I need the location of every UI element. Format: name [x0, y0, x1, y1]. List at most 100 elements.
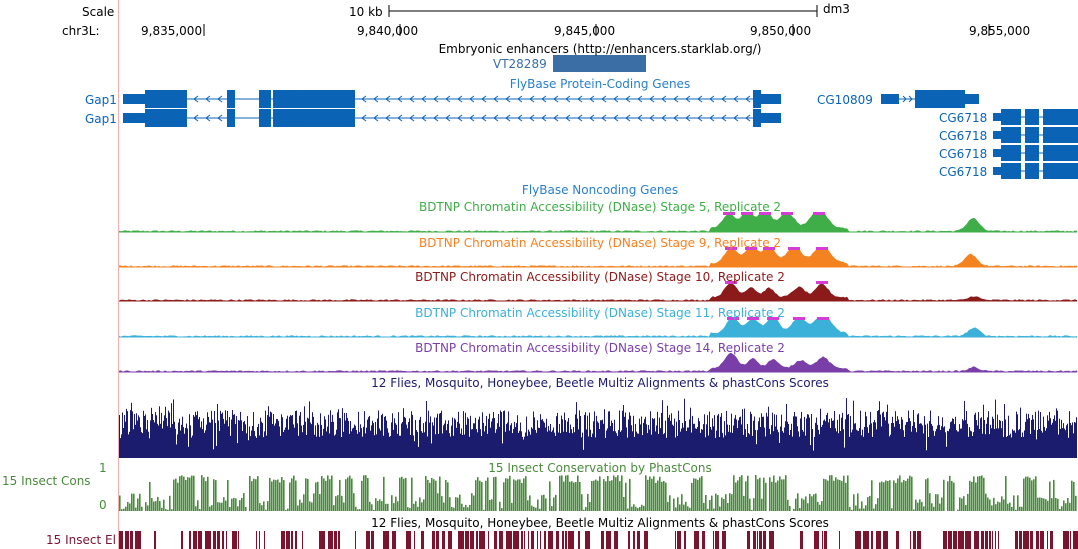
gene-label-cg6718[interactable]: CG6718	[939, 147, 988, 161]
gene-exon	[1001, 145, 1021, 161]
gene-strand-chevron	[385, 95, 391, 103]
multiz-score-bar	[829, 418, 830, 458]
gene-label-cg6718[interactable]: CG6718	[939, 111, 988, 125]
multiz-score-bar	[292, 415, 293, 458]
multiz-score-bar	[212, 419, 213, 458]
phastcons-score-bar	[615, 477, 617, 511]
conserved-element	[521, 531, 523, 549]
gene-exon	[1025, 109, 1039, 125]
phastcons-score-bar	[393, 503, 395, 511]
phastcons-score-bar	[307, 478, 309, 511]
phastcons-score-bar	[1033, 479, 1035, 511]
multiz-score-bar	[247, 416, 248, 458]
phastcons-score-bar	[311, 502, 313, 511]
track-area[interactable]: 10 kb dm3 9,835,000 9,840,000 9,845,000 …	[118, 0, 1078, 549]
multiz-score-bar	[198, 419, 199, 458]
multiz-score-bar	[1060, 428, 1061, 458]
multiz-score-bar	[803, 431, 804, 458]
phastcons-score-bar	[999, 502, 1001, 511]
multiz-score-bar	[236, 416, 237, 458]
multiz-score-bar	[812, 429, 813, 458]
gene-label-cg6718[interactable]: CG6718	[939, 165, 988, 179]
phastcons-score-bar	[899, 475, 901, 511]
phastcons-score-bar	[415, 501, 417, 511]
multiz-score-bar	[404, 416, 405, 458]
multiz-score-bar	[422, 432, 423, 458]
conserved-element	[442, 531, 445, 549]
multiz-score-bar	[484, 431, 485, 458]
enhancer-item-label[interactable]: VT28289	[493, 57, 547, 71]
multiz-score-bar	[952, 418, 953, 458]
multiz-score-bar	[1039, 429, 1040, 458]
conserved-element	[985, 531, 988, 549]
multiz-score-bar	[782, 431, 783, 458]
multiz-score-bar	[876, 429, 877, 458]
multiz-score-bar	[786, 403, 787, 458]
multiz-score-bar	[895, 411, 896, 458]
multiz-score-bar	[587, 415, 588, 458]
multiz-score-bar	[753, 420, 754, 458]
phastcons-score-bar	[921, 501, 923, 511]
multiz-score-bar	[229, 417, 230, 458]
multiz-score-bar	[219, 430, 220, 458]
phastcons-score-bar	[219, 502, 221, 511]
gene-label-cg6718[interactable]: CG6718	[939, 129, 988, 143]
multiz-score-bar	[270, 411, 271, 458]
multiz-score-bar	[548, 426, 549, 458]
multiz-score-bar	[542, 419, 543, 458]
multiz-score-bar	[1003, 436, 1004, 458]
multiz-score-bar	[349, 433, 350, 458]
scale-label: Scale	[82, 5, 115, 19]
multiz-score-bar	[472, 429, 473, 458]
phastcons-score-bar	[279, 482, 281, 511]
phastcons-score-bar	[727, 503, 729, 511]
multiz-score-bar	[206, 424, 207, 458]
phastcons-score-bar	[399, 477, 401, 511]
conserved-element	[302, 531, 303, 549]
gene-utr	[881, 94, 899, 104]
gene-label-gap1[interactable]: Gap1	[85, 112, 117, 126]
multiz-score-bar	[791, 423, 792, 458]
gene-label-gap1[interactable]: Gap1	[85, 93, 117, 107]
multiz-score-bar	[354, 424, 355, 458]
multiz-score-bar	[941, 426, 942, 458]
multiz-score-bar	[953, 419, 954, 458]
multiz-score-bar	[515, 427, 516, 458]
multiz-score-bar	[154, 422, 155, 458]
phastcons-score-bar	[139, 493, 141, 511]
phastcons-score-bar	[285, 509, 287, 511]
multiz-score-bar	[131, 402, 132, 458]
phastcons-score-bar	[375, 498, 377, 511]
dnase-clip-marker	[747, 317, 759, 320]
phastcons-score-bar	[793, 508, 795, 511]
multiz-score-bar	[729, 424, 730, 458]
multiz-score-bar	[923, 433, 924, 458]
elements-track-label[interactable]: 15 Insect El	[46, 533, 116, 547]
gene-label-cg10809[interactable]: CG10809	[817, 93, 873, 107]
multiz-score-bar	[303, 424, 304, 458]
phastcons-track-label[interactable]: 15 Insect Cons	[2, 474, 91, 488]
multiz-score-bar	[793, 416, 794, 458]
phastcons-score-bar	[931, 503, 933, 511]
multiz-score-bar	[917, 414, 918, 458]
multiz-score-bar	[712, 418, 713, 458]
multiz-score-bar	[933, 430, 934, 458]
phastcons-score-bar	[553, 497, 555, 511]
multiz-score-bar	[376, 434, 377, 458]
multiz-score-bar	[277, 419, 278, 458]
multiz-score-bar	[127, 411, 128, 458]
phastcons-score-bar	[1067, 498, 1069, 511]
phastcons-score-bar	[871, 480, 873, 511]
multiz-score-bar	[759, 417, 760, 458]
multiz-score-bar	[1069, 411, 1070, 458]
phastcons-score-bar	[779, 476, 781, 511]
multiz-score-bar	[295, 411, 296, 458]
phastcons-score-bar	[185, 480, 187, 511]
multiz-score-bar	[490, 427, 491, 458]
multiz-score-bar	[451, 425, 452, 458]
multiz-score-bar	[594, 411, 595, 458]
multiz-score-bar	[264, 431, 265, 458]
phastcons-score-bar	[141, 506, 143, 511]
phastcons-score-bar	[379, 499, 381, 511]
conserved-element	[702, 531, 705, 549]
